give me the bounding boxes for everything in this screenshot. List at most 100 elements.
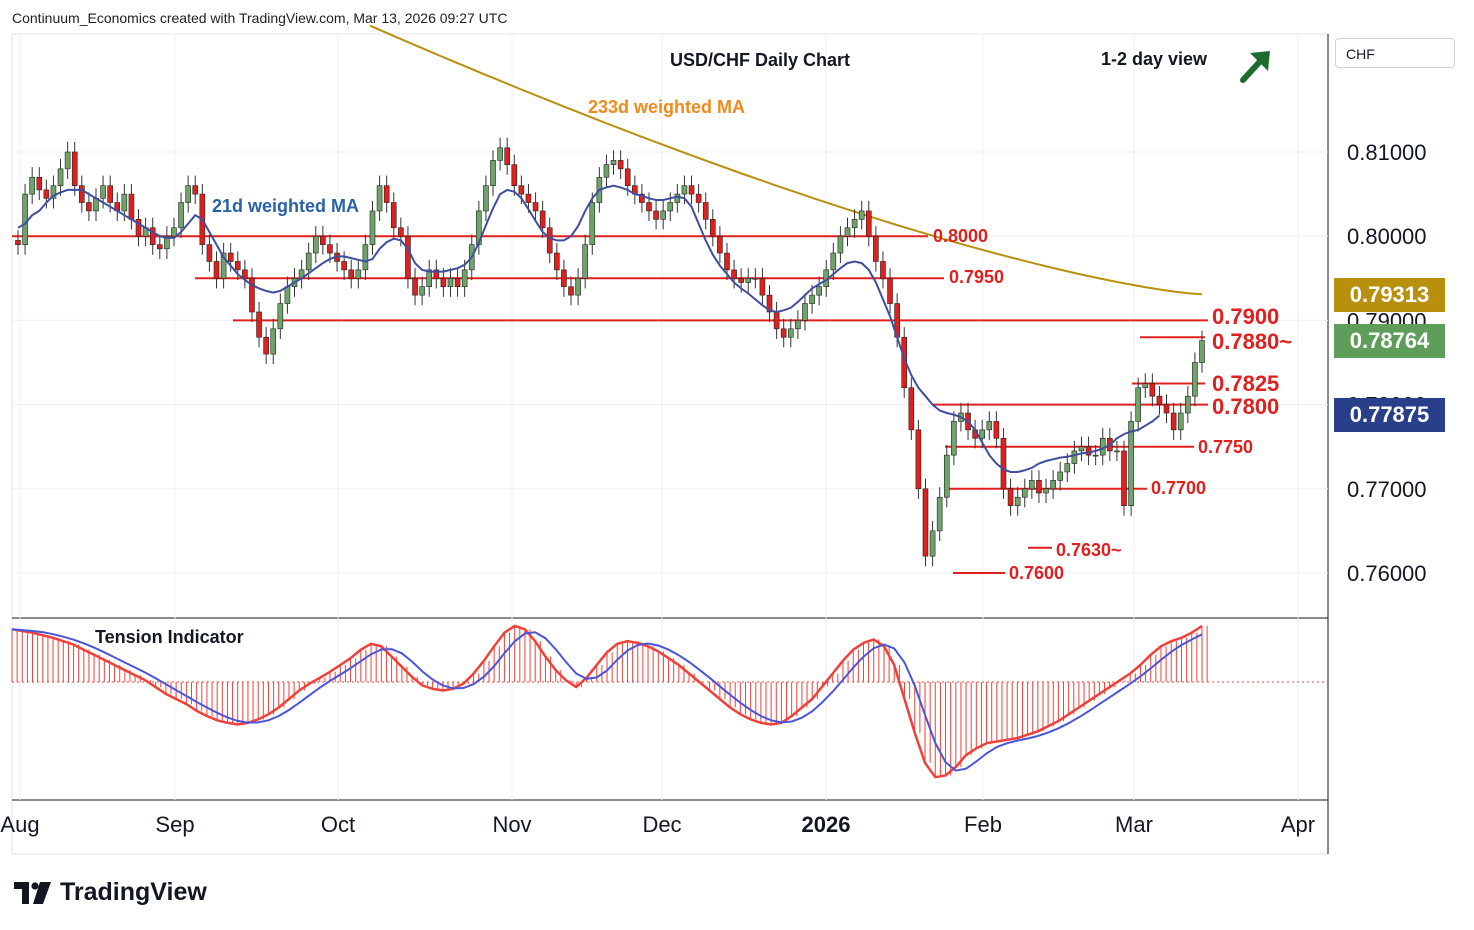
y-tick-label: 0.80000 bbox=[1347, 224, 1427, 249]
candle-body bbox=[1000, 437, 1007, 490]
candle-body bbox=[986, 421, 993, 431]
candle-body bbox=[929, 530, 936, 557]
candle-body bbox=[851, 219, 858, 229]
candle-body bbox=[497, 147, 503, 161]
candle-body bbox=[908, 387, 915, 431]
candle-body bbox=[844, 227, 851, 237]
candle-body bbox=[149, 227, 156, 245]
candle-body bbox=[1121, 450, 1127, 506]
candle-body bbox=[64, 151, 71, 170]
candle-body bbox=[575, 277, 581, 296]
x-tick-label: Dec bbox=[642, 812, 681, 837]
candle-body bbox=[206, 244, 213, 262]
candle-body bbox=[525, 193, 532, 203]
candle-body bbox=[830, 252, 837, 271]
candle-body bbox=[865, 210, 872, 237]
candle-body bbox=[1036, 480, 1042, 494]
candle-body bbox=[759, 277, 766, 296]
candle-body bbox=[348, 269, 355, 279]
candle-body bbox=[554, 252, 560, 271]
candle-body bbox=[376, 185, 383, 212]
candle-body bbox=[1078, 446, 1085, 452]
candle-body bbox=[837, 235, 844, 254]
candle-body bbox=[1071, 450, 1078, 464]
candle-body bbox=[915, 429, 922, 490]
candle-body bbox=[702, 202, 709, 220]
candle-body bbox=[426, 269, 433, 288]
candle-body bbox=[43, 189, 50, 199]
candles-group bbox=[15, 137, 1205, 567]
candle-body bbox=[766, 294, 773, 313]
candle-body bbox=[284, 286, 291, 304]
ma21-line bbox=[17, 184, 1161, 473]
candle-body bbox=[1057, 471, 1064, 481]
x-tick-label: Feb bbox=[964, 812, 1002, 837]
candle-body bbox=[943, 454, 950, 498]
last-price-tag: 0.78764 bbox=[1334, 324, 1445, 358]
candle-body bbox=[681, 185, 688, 195]
candle-body bbox=[263, 336, 269, 355]
candle-body bbox=[660, 210, 666, 220]
candle-body bbox=[234, 261, 241, 271]
candle-body bbox=[518, 185, 525, 195]
candle-body bbox=[256, 311, 262, 338]
x-tick-label: Mar bbox=[1115, 812, 1153, 837]
x-tick-label: 2026 bbox=[802, 812, 851, 837]
candle-body bbox=[546, 227, 553, 254]
tension-fast-line bbox=[11, 624, 1203, 779]
candle-body bbox=[398, 227, 404, 237]
candle-body bbox=[1085, 446, 1092, 456]
candle-body bbox=[688, 185, 695, 195]
candle-body bbox=[355, 269, 362, 279]
candle-body bbox=[674, 193, 681, 203]
candle-body bbox=[1114, 450, 1120, 453]
candle-body bbox=[1135, 387, 1141, 422]
level-label-0.7750: 0.7750 bbox=[1198, 437, 1254, 457]
currency-selector[interactable]: CHF bbox=[1335, 38, 1455, 68]
candle-body bbox=[1064, 463, 1071, 473]
candle-body bbox=[1092, 454, 1099, 457]
level-label-0.7600: 0.7600 bbox=[1009, 563, 1065, 583]
candle-body bbox=[653, 210, 659, 220]
x-tick-label: Aug bbox=[0, 812, 39, 837]
tradingview-logo-icon bbox=[14, 881, 51, 904]
candle-body bbox=[135, 219, 142, 237]
candle-body bbox=[504, 147, 510, 165]
candle-body bbox=[156, 244, 163, 250]
candle-body bbox=[369, 210, 376, 245]
candle-body bbox=[724, 252, 730, 271]
candle-body bbox=[79, 185, 85, 203]
candle-body bbox=[667, 202, 674, 212]
candle-body bbox=[1021, 488, 1028, 498]
level-label-0.7700: 0.7700 bbox=[1151, 478, 1207, 498]
candle-body bbox=[568, 286, 574, 296]
candle-body bbox=[390, 202, 397, 229]
candle-body bbox=[327, 244, 333, 254]
candle-body bbox=[86, 202, 92, 212]
candle-body bbox=[639, 193, 645, 203]
candle-body bbox=[341, 261, 347, 271]
candle-body bbox=[171, 227, 177, 237]
candle-body bbox=[1170, 412, 1177, 431]
candle-body bbox=[731, 269, 737, 279]
candle-body bbox=[164, 235, 170, 250]
credit-text: Continuum_Economics created with Trading… bbox=[12, 10, 508, 26]
candle-body bbox=[773, 311, 780, 330]
ma233-line bbox=[369, 24, 1203, 296]
candle-body bbox=[36, 176, 43, 191]
candle-body bbox=[610, 160, 617, 165]
ma233-price-tag: 0.79313 bbox=[1334, 278, 1445, 312]
ma233-label: 233d weighted MA bbox=[588, 97, 746, 117]
candle-body bbox=[454, 277, 461, 288]
candle-body bbox=[121, 193, 128, 212]
candle-body bbox=[220, 252, 227, 279]
candle-body bbox=[624, 168, 631, 186]
candle-body bbox=[461, 269, 468, 288]
tradingview-logo-text: TradingView bbox=[60, 878, 207, 906]
level-label-0.7880: 0.7880~ bbox=[1212, 329, 1293, 354]
tradingview-logo[interactable]: TradingView bbox=[14, 878, 207, 907]
chart-title: USD/CHF Daily Chart bbox=[670, 50, 851, 70]
level-label-0.7950: 0.7950 bbox=[949, 267, 1005, 287]
candle-body bbox=[100, 185, 106, 199]
